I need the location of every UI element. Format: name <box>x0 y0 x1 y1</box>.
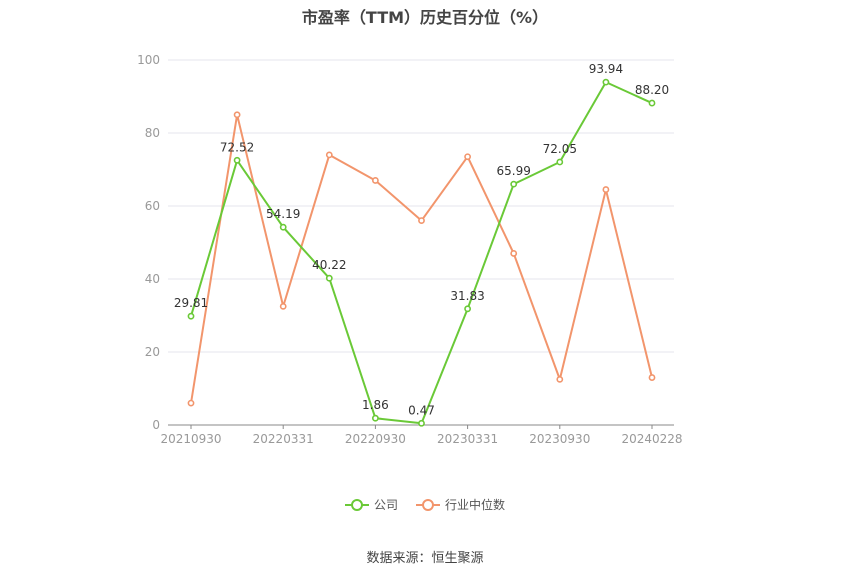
data-label: 65.99 <box>497 164 531 178</box>
x-tick-label: 20220930 <box>345 432 406 446</box>
data-point <box>325 274 333 282</box>
x-tick-label: 20220331 <box>253 432 314 446</box>
data-point <box>464 305 471 313</box>
data-label: 54.19 <box>266 207 300 221</box>
data-point <box>602 186 610 193</box>
data-point <box>371 177 379 184</box>
x-tick-label: 20230930 <box>529 432 590 446</box>
data-point <box>371 414 379 422</box>
y-tick-label: 20 <box>145 345 160 359</box>
data-labels: 29.81 72.52 54.19 40.22 1.86 0.47 31.83 65.99 72… <box>174 62 669 417</box>
data-point <box>510 250 518 257</box>
data-label: 29.81 <box>174 296 208 310</box>
data-label: 88.20 <box>635 83 669 97</box>
grid-lines <box>168 59 674 353</box>
data-label: 72.05 <box>543 142 577 156</box>
data-point <box>418 419 425 427</box>
data-point <box>233 111 241 119</box>
x-tick-label: 20230331 <box>437 432 498 446</box>
series-lines <box>187 78 656 427</box>
legend-item[interactable]: 公司 <box>344 496 398 513</box>
legend-label: 行业中位数 <box>445 498 506 512</box>
data-point <box>556 158 564 166</box>
x-tick-label: 20240228 <box>621 432 682 446</box>
legend-swatch-icon <box>344 498 369 512</box>
data-point <box>187 312 195 320</box>
data-point <box>464 153 471 161</box>
axes: 0 20 40 60 80 100 20210930 20220331 20220930 2023… <box>137 53 682 446</box>
data-label: 1.86 <box>362 398 389 412</box>
data-point <box>279 302 287 310</box>
chart-title: 市盈率（TTM）历史百分位（%） <box>301 8 549 27</box>
data-point <box>556 375 564 383</box>
legend-item[interactable]: 行业中位数 <box>416 496 505 513</box>
y-tick-label: 60 <box>145 199 160 213</box>
data-point <box>418 217 425 224</box>
data-source: 数据来源：恒生聚源 <box>366 551 484 566</box>
data-label: 0.47 <box>408 403 435 417</box>
legend-label: 公司 <box>373 498 398 512</box>
data-label: 93.94 <box>589 62 623 76</box>
legend-swatch-icon <box>416 498 440 512</box>
data-point <box>233 156 241 164</box>
data-label: 31.83 <box>450 289 484 303</box>
series-line <box>190 113 653 404</box>
y-tick-label: 80 <box>145 126 160 140</box>
data-point <box>648 374 656 381</box>
data-point <box>187 399 195 407</box>
data-label: 72.52 <box>220 140 254 154</box>
data-point <box>602 78 610 86</box>
y-tick-label: 40 <box>145 272 160 286</box>
legend: 公司 行业中位数 <box>0 496 850 513</box>
data-label: 40.22 <box>312 258 346 272</box>
data-point <box>648 99 656 107</box>
data-point <box>510 180 518 188</box>
y-tick-label: 0 <box>152 418 160 432</box>
x-tick-label: 20210930 <box>160 432 221 446</box>
y-tick-label: 100 <box>137 53 160 67</box>
data-point <box>325 151 333 159</box>
data-point <box>279 223 287 231</box>
